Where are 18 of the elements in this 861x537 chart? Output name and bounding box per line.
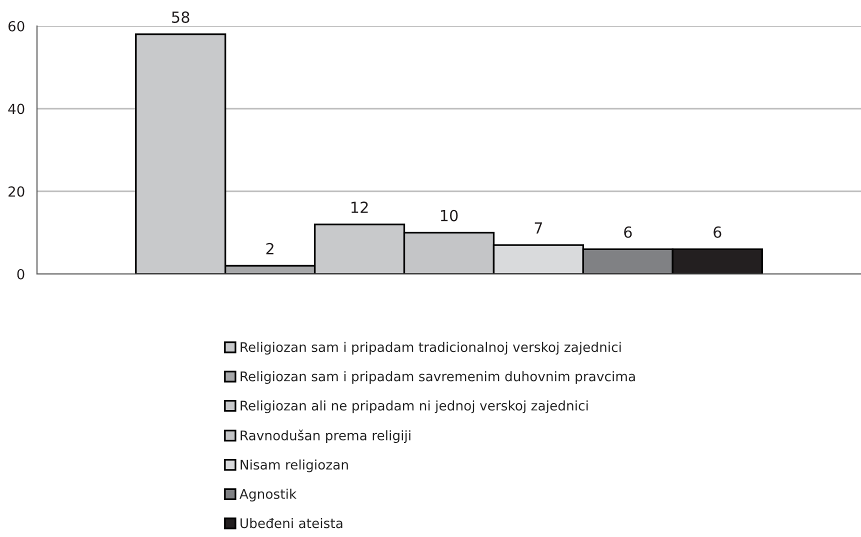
legend-label: Nisam religiozan	[240, 459, 348, 472]
data-label: 12	[351, 202, 368, 213]
legend-label: Religiozan sam i pripadam savremenim duhovnim pravcima	[240, 371, 635, 384]
y-tick-label: 40	[8, 104, 24, 114]
legend-label: Agnostik	[240, 488, 297, 502]
data-label: 7	[534, 222, 542, 234]
data-label: 10	[440, 210, 458, 222]
legend-label: Religiozan sam i pripadam tradicionalnoj verskoj zajednici	[240, 342, 621, 355]
y-tick-label: 0	[17, 268, 24, 280]
y-tick-label: 60	[8, 20, 24, 32]
data-label: 58	[172, 11, 190, 23]
data-label: 2	[266, 242, 274, 254]
legend-label: Ravnodušan prema religiji	[240, 430, 410, 443]
data-label: 6	[714, 226, 722, 238]
legend-label: Ubeđeni ateista	[240, 518, 342, 528]
legend-label: Religiozan ali ne pripadam ni jednoj verskoj zajednici	[240, 400, 588, 414]
data-label: 6	[624, 226, 632, 238]
y-tick-label: 20	[8, 186, 24, 197]
